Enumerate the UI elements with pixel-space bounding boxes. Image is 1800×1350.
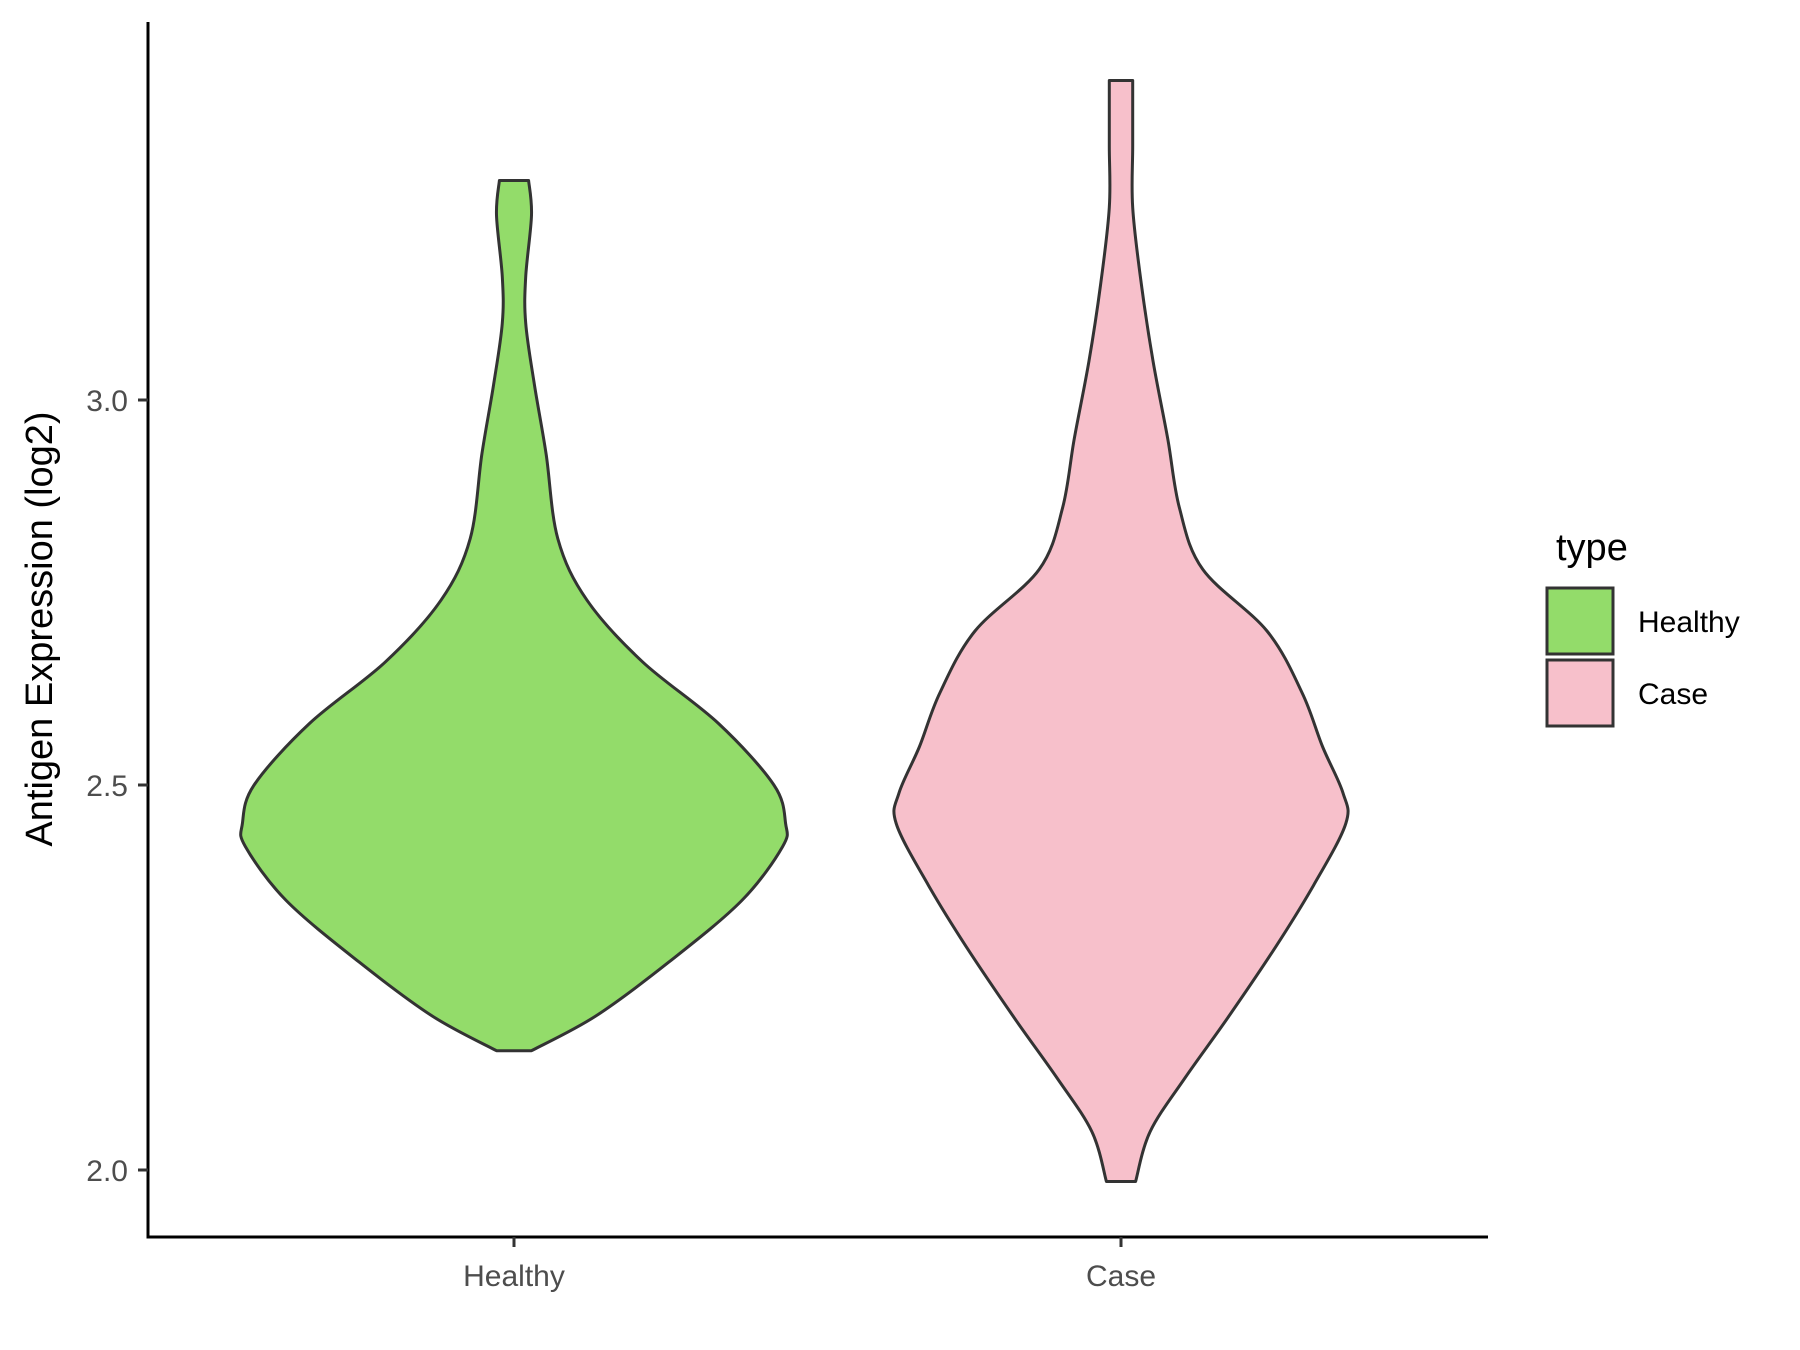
y-tick-label: 2.0	[86, 1155, 128, 1188]
y-axis-title: Antigen Expression (log2)	[19, 411, 61, 846]
x-axis-ticks: Healthy Case	[463, 1237, 1156, 1293]
violin-case	[892, 79, 1350, 1183]
x-tick-label-healthy: Healthy	[463, 1260, 565, 1293]
x-tick-label-case: Case	[1086, 1260, 1156, 1293]
legend-title: type	[1556, 527, 1628, 569]
violins-layer	[239, 79, 1350, 1183]
legend: Healthy Case	[1545, 586, 1740, 728]
y-tick-label: 3.0	[86, 385, 128, 418]
legend-label-case: Case	[1638, 678, 1708, 711]
legend-key-case	[1545, 658, 1615, 728]
y-tick-label: 2.5	[86, 770, 128, 803]
y-axis-ticks: 2.0 2.5 3.0	[86, 385, 148, 1188]
legend-key-healthy	[1545, 586, 1615, 656]
violin-healthy	[239, 179, 789, 1053]
legend-label-healthy: Healthy	[1638, 606, 1740, 639]
